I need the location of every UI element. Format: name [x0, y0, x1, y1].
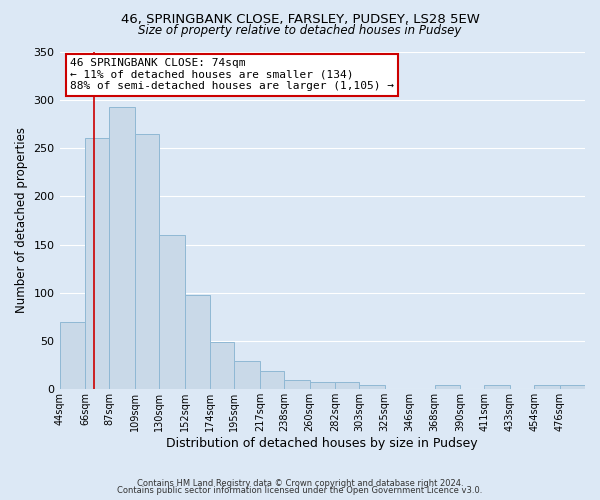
Bar — [260, 371, 284, 390]
Bar — [185, 294, 210, 390]
X-axis label: Distribution of detached houses by size in Pudsey: Distribution of detached houses by size … — [166, 437, 478, 450]
Text: Size of property relative to detached houses in Pudsey: Size of property relative to detached ho… — [139, 24, 461, 37]
Bar — [59, 322, 85, 390]
Bar — [159, 235, 185, 390]
Bar — [434, 386, 460, 390]
Bar — [284, 380, 310, 390]
Text: 46, SPRINGBANK CLOSE, FARSLEY, PUDSEY, LS28 5EW: 46, SPRINGBANK CLOSE, FARSLEY, PUDSEY, L… — [121, 12, 479, 26]
Bar — [235, 362, 260, 390]
Bar — [210, 342, 235, 390]
Text: Contains public sector information licensed under the Open Government Licence v3: Contains public sector information licen… — [118, 486, 482, 495]
Bar — [359, 386, 385, 390]
Bar — [109, 106, 135, 390]
Text: 46 SPRINGBANK CLOSE: 74sqm
← 11% of detached houses are smaller (134)
88% of sem: 46 SPRINGBANK CLOSE: 74sqm ← 11% of deta… — [70, 58, 394, 92]
Bar — [135, 134, 159, 390]
Y-axis label: Number of detached properties: Number of detached properties — [15, 128, 28, 314]
Bar — [534, 386, 560, 390]
Bar — [560, 386, 585, 390]
Bar — [310, 382, 335, 390]
Bar — [335, 382, 359, 390]
Text: Contains HM Land Registry data © Crown copyright and database right 2024.: Contains HM Land Registry data © Crown c… — [137, 478, 463, 488]
Bar — [484, 386, 510, 390]
Bar — [85, 138, 109, 390]
